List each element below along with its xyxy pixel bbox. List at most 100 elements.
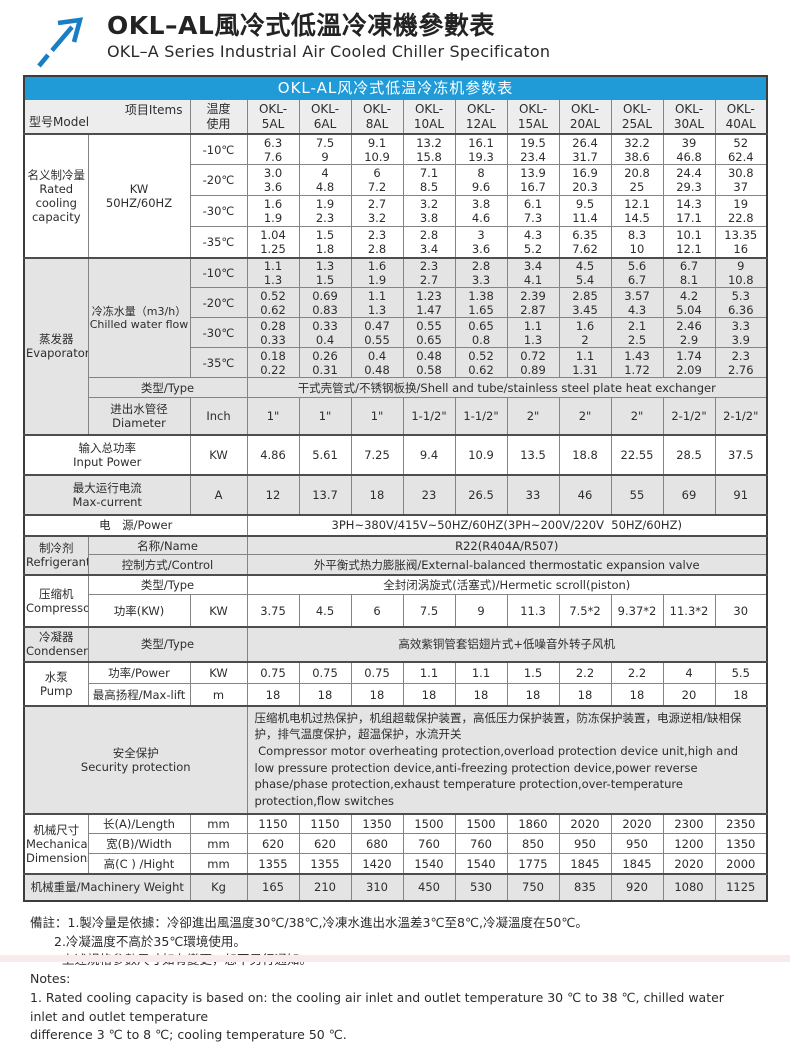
- text-line: OKL-: [466, 101, 496, 116]
- text-line: 13.35: [724, 228, 758, 243]
- pump-power-value-cell: 0.75: [350, 660, 404, 685]
- text-line: Condenser: [26, 644, 88, 659]
- dimensions-row-2: 高(C ) /Hight mm 1355 1355 1420 1540 1540 1775 18…: [24, 853, 768, 875]
- corner-header-cell: 项目Items 型号Model: [23, 99, 191, 135]
- pump-lift-value-cell: 18: [402, 683, 456, 707]
- text-line: 6.35: [572, 228, 598, 243]
- text-line: 23.4: [520, 149, 546, 164]
- rated-value-cell: 1.5 1.8: [298, 226, 352, 259]
- temp-cell: -20℃: [189, 287, 248, 319]
- text-line: Max-current: [72, 494, 142, 509]
- text-line: 30AL: [673, 116, 705, 131]
- items-label: 项目Items: [124, 103, 183, 118]
- dimension-value-cell: 760: [402, 833, 456, 855]
- rated-value-cell: 1.6 1.9: [246, 195, 300, 228]
- pump-lift-value-cell: 18: [246, 683, 300, 707]
- text-line: 3.3: [731, 318, 750, 333]
- text-line: 使用: [206, 116, 231, 131]
- refrigerant-control-value: 外平衡式热力膨胀阀/External-balanced thermostatic…: [246, 554, 768, 576]
- text-line: 17.1: [676, 211, 702, 226]
- flow-value-cell: 6.7 8.1: [662, 256, 716, 289]
- max-current-value-cell: 33: [506, 473, 560, 516]
- text-line: Chilled water flow: [89, 318, 189, 332]
- weight-value-cell: 1125: [714, 872, 768, 902]
- rated-value-cell: 4 4.8: [298, 164, 352, 197]
- text-line: 39: [681, 135, 697, 150]
- pump-lift-unit: m: [189, 683, 248, 707]
- text-line: 5.04: [676, 302, 702, 317]
- text-line: 0.48: [364, 362, 390, 377]
- text-line: 1.6: [263, 197, 283, 212]
- dimension-value-cell: 1420: [350, 853, 404, 875]
- text-line: 5AL: [261, 116, 285, 131]
- text-line: capacity: [31, 209, 81, 224]
- notes-en-title: Notes:: [30, 971, 71, 987]
- section-label-condenser: 冷凝器 Condenser: [23, 625, 89, 663]
- flow-value-cell: 1.6 2: [558, 317, 612, 349]
- text-line: 5.4: [575, 273, 595, 288]
- pump-lift-value-cell: 18: [714, 683, 768, 707]
- input-power-row: 输入总功率 Input Power KW 4.86 5.61 7.25 9.4 10.9 13.…: [23, 433, 768, 476]
- temp-use-header: 温度 使用: [189, 99, 248, 135]
- dimension-label: 高(C ) /Hight: [87, 853, 191, 875]
- text-line: 0.65: [416, 332, 442, 347]
- text-line: 制冷剂: [39, 541, 74, 556]
- rated-value-cell: 3.0 3.6: [246, 164, 300, 197]
- text-line: 2.8: [471, 259, 491, 274]
- section-label-refrigerant: 制冷剂 Refrigerant: [23, 534, 89, 576]
- text-line: 4.3: [627, 302, 647, 317]
- text-line: 2.76: [727, 362, 754, 377]
- text-line: 1.43: [624, 348, 650, 363]
- compressor-power-value-cell: 9: [454, 594, 508, 628]
- weight-value-cell: 310: [350, 872, 404, 902]
- dimension-value-cell: 1500: [402, 812, 456, 835]
- text-line: 输入总功率: [78, 440, 137, 455]
- text-line: 1.1: [575, 348, 595, 363]
- row-label-max-current: 最大运行电流 Max-current: [23, 473, 191, 516]
- text-line: 0.55: [364, 332, 390, 347]
- max-current-row: 最大运行电流 Max-current A 12 13.7 18 23 26.5 33 46 55 69…: [23, 473, 768, 516]
- text-line: 1.47: [416, 302, 442, 317]
- text-line: 0.4: [367, 348, 387, 363]
- text-line: 6: [373, 166, 381, 181]
- col-header-okl-20al: OKL- 20AL: [558, 99, 612, 135]
- text-line: 进出水管径: [110, 402, 168, 417]
- text-line: 1.38: [468, 288, 494, 303]
- diameter-value-cell: 2-1/2": [662, 397, 716, 436]
- rated-value-cell: 8 9.6: [454, 164, 508, 197]
- input-power-value-cell: 9.4: [402, 433, 456, 476]
- dimension-value-cell: 1500: [454, 812, 508, 835]
- text-line: 0.65: [468, 318, 494, 333]
- max-current-value-cell: 12: [246, 473, 300, 516]
- dimension-value-cell: 1540: [402, 853, 456, 875]
- rated-value-cell: 4.3 5.2: [506, 226, 560, 259]
- text-line: 1.1: [523, 318, 543, 333]
- text-line: 10.9: [364, 149, 390, 164]
- text-line: 1.9: [263, 211, 283, 226]
- text-line: 40AL: [725, 116, 756, 131]
- text-line: 1.23: [416, 288, 442, 303]
- security-row: 安全保护 Security protection 压缩机电机过热保护，机组超载保护装…: [23, 704, 768, 815]
- col-header-okl-10al: OKL- 10AL: [402, 99, 456, 135]
- text-line: 6.1: [523, 197, 543, 212]
- section-label-pump: 水泵 Pump: [23, 660, 89, 707]
- text-line: 10.1: [676, 228, 702, 243]
- text-line: 5.2: [523, 242, 543, 257]
- text-line: 15AL: [517, 116, 549, 131]
- weight-value-cell: 835: [558, 872, 612, 902]
- text-line: 12AL: [465, 116, 497, 131]
- rated-value-cell: 1.9 2.3: [298, 195, 352, 228]
- input-power-unit: KW: [189, 433, 248, 476]
- flow-value-cell: 3.4 4.1: [506, 256, 560, 289]
- text-line: OKL-: [310, 101, 340, 116]
- evaporator-type-value: 干式壳管式/不锈钢板换/Shell and tube/stainless ste…: [246, 377, 768, 399]
- rated-value-cell: 6.1 7.3: [506, 195, 560, 228]
- text-line: 37: [733, 180, 749, 195]
- compressor-power-value-cell: 11.3*2: [662, 594, 716, 628]
- rated-value-cell: 8.3 10: [610, 226, 664, 259]
- text-line: 2.87: [520, 302, 546, 317]
- text-line: 7.6: [263, 149, 283, 164]
- text-line: 7.62: [572, 242, 598, 257]
- flow-value-cell: 1.23 1.47: [402, 287, 456, 319]
- text-line: 3.6: [263, 180, 283, 195]
